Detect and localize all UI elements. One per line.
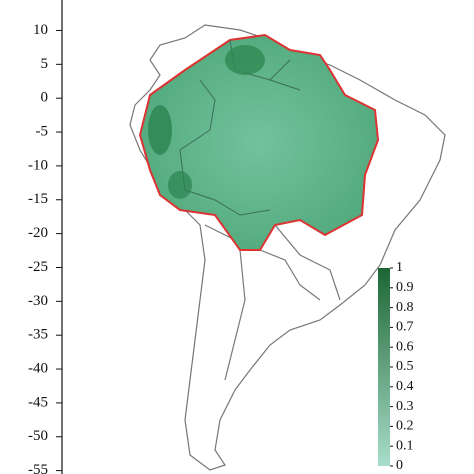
hotspot xyxy=(148,105,172,155)
colorbar: 1 0.9 0.8 0.7 0.6 0.5 0.4 0.3 0.2 0.1 0 xyxy=(378,260,414,473)
y-tick-label: -20 xyxy=(28,225,48,241)
y-tick-label: -15 xyxy=(28,191,48,207)
y-tick-label: -50 xyxy=(28,428,48,444)
colorbar-bar xyxy=(378,268,390,466)
colorbar-tick-label: 0.9 xyxy=(396,280,414,295)
colorbar-tick-label: 0 xyxy=(396,458,403,473)
colorbar-tick-label: 0.7 xyxy=(396,320,414,335)
y-tick-label: 0 xyxy=(41,90,49,106)
colorbar-tick-label: 0.6 xyxy=(396,339,414,354)
colorbar-tick-label: 0.1 xyxy=(396,438,414,453)
colorbar-tick-label: 0.2 xyxy=(396,419,414,434)
hotspot xyxy=(225,45,265,75)
y-tick-label: 10 xyxy=(33,22,48,38)
hotspot xyxy=(168,171,192,199)
y-tick-label: -55 xyxy=(28,462,48,474)
y-tick-label: -5 xyxy=(36,123,49,139)
y-tick-label: 5 xyxy=(41,56,49,72)
colorbar-tick-label: 0.5 xyxy=(396,359,414,374)
y-tick-label: -10 xyxy=(28,157,48,173)
colorbar-tick-label: 0.3 xyxy=(396,399,414,414)
y-tick-label: -25 xyxy=(28,259,48,275)
y-tick-label: -40 xyxy=(28,360,48,376)
y-tick-label: -35 xyxy=(28,327,48,343)
colorbar-tick-label: 0.4 xyxy=(396,379,414,394)
amazon-region xyxy=(138,33,380,251)
y-tick-label: -30 xyxy=(28,293,48,309)
colorbar-tick-label: 0.8 xyxy=(396,300,414,315)
colorbar-tick-label: 1 xyxy=(396,260,403,275)
y-tick-label: -45 xyxy=(28,394,48,410)
